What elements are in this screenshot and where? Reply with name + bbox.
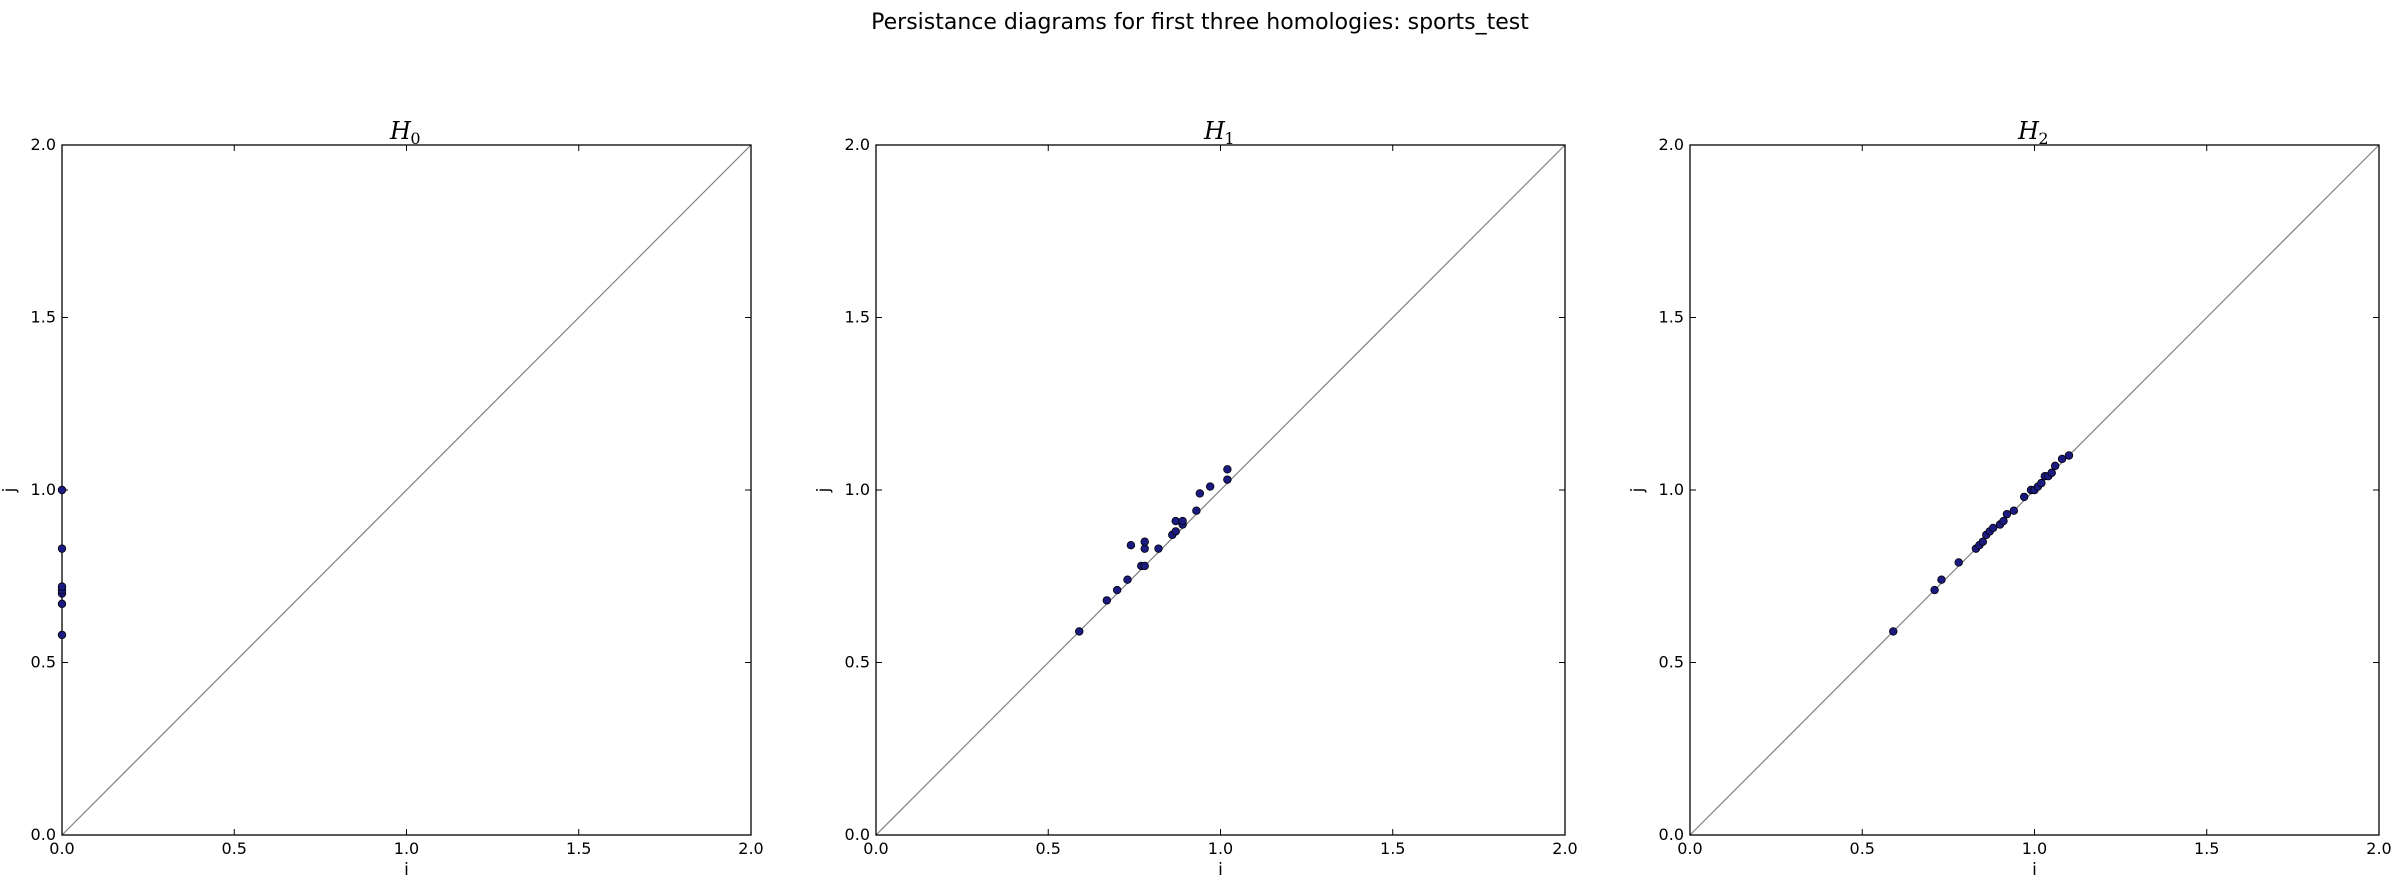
data-point [1075, 627, 1084, 636]
data-point [1126, 541, 1136, 550]
data-point [57, 630, 67, 640]
diagonal-line [875, 144, 1566, 836]
data-point [57, 485, 67, 495]
x-tick-label: 0.0 [1677, 839, 1702, 858]
y-tick-label: 0.5 [845, 653, 870, 672]
x-tick-label: 0.5 [1036, 839, 1061, 858]
data-point [57, 582, 67, 591]
figure-title: Persistance diagrams for first three hom… [871, 10, 1529, 35]
x-tick-label: 1.5 [566, 839, 591, 858]
y-tick-label: 0.5 [1659, 653, 1684, 672]
data-point [2037, 478, 2046, 488]
data-point [1930, 585, 1939, 595]
data-point [1954, 558, 1963, 567]
data-point [57, 544, 67, 553]
data-point [1102, 596, 1112, 605]
x-tick-label: 2.0 [738, 839, 763, 858]
y-tick-label: 1.0 [1659, 480, 1684, 499]
y-tick-label: 2.0 [31, 135, 56, 154]
data-point [1140, 537, 1149, 546]
panel-title-subscript: 0 [410, 129, 420, 148]
y-tick-label: 1.0 [845, 480, 870, 499]
data-point [2064, 451, 2074, 460]
data-point [2050, 461, 2060, 471]
y-tick-label: 0.0 [31, 825, 56, 844]
y-tick-label: 2.0 [845, 135, 870, 154]
panel-h1: 0.0 0.5 1.0 1.5 2.0 0.0 0.5 1.0 1.5 2.0 i j H 1 [814, 117, 1578, 880]
x-tick-label: 1.5 [1380, 839, 1405, 858]
x-tick-label: 1.0 [1208, 839, 1233, 858]
data-point [1937, 575, 1946, 584]
y-tick-label: 1.5 [845, 308, 870, 327]
data-point [2019, 492, 2029, 502]
panel-title: H [389, 117, 412, 145]
y-tick-label: 0.5 [31, 653, 56, 672]
x-axis-label: i [2032, 860, 2037, 880]
x-tick-label: 0.0 [49, 839, 74, 858]
data-point [1889, 627, 1898, 636]
data-point [1178, 516, 1187, 526]
data-point [1988, 523, 1998, 533]
data-point [2002, 509, 2012, 519]
x-tick-label: 0.0 [863, 839, 888, 858]
data-point [2047, 468, 2056, 477]
data-point [2057, 454, 2067, 464]
x-axis-label: i [1218, 860, 1223, 880]
data-point [1223, 475, 1232, 484]
data-point [1192, 506, 1201, 515]
data-point [1140, 544, 1149, 553]
x-tick-label: 0.5 [222, 839, 247, 858]
y-tick-label: 2.0 [1659, 135, 1684, 154]
panel-title-subscript: 1 [1224, 129, 1234, 148]
y-tick-label: 1.5 [31, 308, 56, 327]
data-point [1978, 537, 1988, 546]
y-tick-label: 1.5 [1659, 308, 1684, 327]
data-point [2009, 506, 2019, 515]
data-point [1223, 465, 1232, 474]
panel-title: H [1203, 117, 1226, 145]
y-axis-label: j [1628, 488, 1648, 494]
y-axis-label: j [0, 488, 20, 494]
panel-title-subscript: 2 [2038, 129, 2048, 148]
data-point [1171, 527, 1180, 536]
x-tick-label: 1.0 [2022, 839, 2047, 858]
x-tick-label: 1.0 [394, 839, 419, 858]
diagonal-line [61, 144, 752, 836]
data-point [1112, 585, 1122, 595]
panel-title: H [2017, 117, 2040, 145]
data-point [1999, 516, 2008, 526]
x-tick-label: 1.5 [2194, 839, 2219, 858]
panel-h2: 0.0 0.5 1.0 1.5 2.0 0.0 0.5 1.0 1.5 2.0 i j H 2 [1628, 117, 2392, 880]
y-tick-label: 0.0 [1659, 825, 1684, 844]
y-tick-label: 0.0 [845, 825, 870, 844]
x-tick-label: 0.5 [1850, 839, 1875, 858]
x-axis-label: i [404, 860, 409, 880]
data-point [1171, 516, 1180, 526]
data-point [1154, 544, 1163, 553]
data-point [1123, 575, 1132, 584]
panel-h0: 0.0 0.5 1.0 1.5 2.0 0.0 0.5 1.0 1.5 2.0 i j H 0 [0, 117, 764, 880]
data-point [57, 599, 67, 609]
x-tick-label: 2.0 [2366, 839, 2391, 858]
y-axis-label: j [814, 488, 834, 494]
y-tick-label: 1.0 [31, 480, 56, 499]
data-point [1140, 561, 1149, 571]
data-point [1195, 489, 1205, 498]
x-tick-label: 2.0 [1552, 839, 1577, 858]
data-point [1205, 482, 1215, 491]
